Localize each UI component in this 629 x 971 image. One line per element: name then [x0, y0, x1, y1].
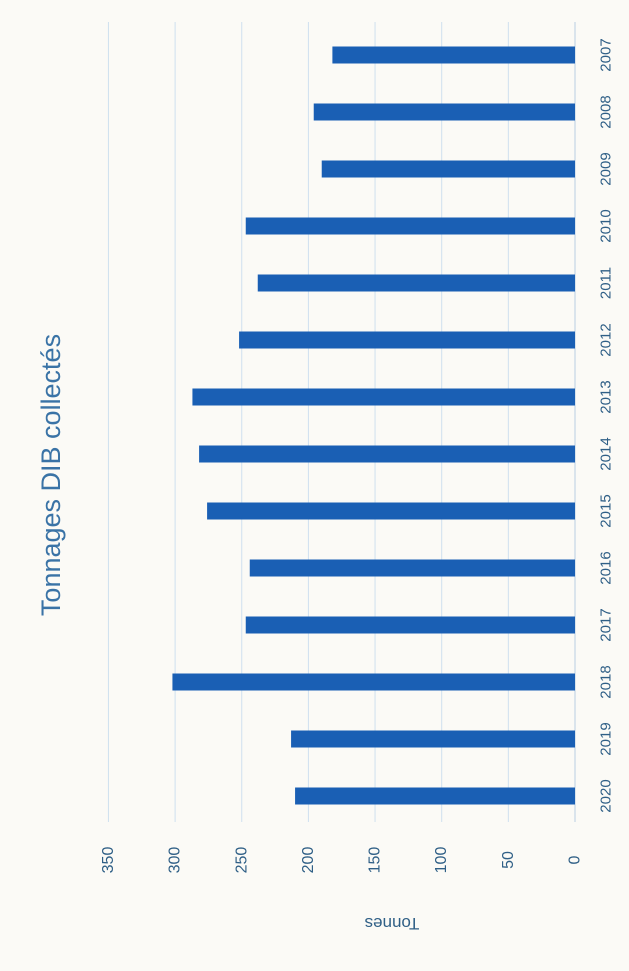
value-axis-ticks: 0 50 100 150 200 250 300 350 — [100, 847, 584, 874]
y-tick-label: 300 — [167, 847, 184, 874]
y-tick-label: 0 — [567, 855, 584, 864]
category-label-2016: 2016 — [598, 551, 615, 584]
category-label-2011: 2011 — [598, 267, 615, 299]
bar-2020 — [295, 787, 575, 805]
category-label-2012: 2012 — [598, 323, 615, 356]
bars — [172, 46, 576, 805]
chart-title: Tonnages DIB collectés — [36, 334, 66, 616]
category-label-2018: 2018 — [598, 665, 615, 698]
category-label-2019: 2019 — [598, 722, 615, 755]
category-label-2020: 2020 — [598, 779, 615, 812]
bar-2012 — [239, 331, 576, 349]
bar-2017 — [245, 616, 575, 634]
bar-2015 — [207, 502, 576, 520]
category-label-2014: 2014 — [598, 437, 615, 470]
gridlines — [107, 22, 576, 822]
bar-2013 — [192, 388, 575, 406]
category-label-2007: 2007 — [598, 38, 615, 71]
category-axis-labels: 2007 2008 2009 2010 2011 2012 2013 2014 2015 2016… — [598, 38, 615, 812]
y-tick-label: 100 — [433, 847, 450, 874]
category-label-2010: 2010 — [598, 209, 615, 242]
category-label-2015: 2015 — [598, 494, 615, 527]
bar-2018 — [172, 673, 575, 691]
bar-2014 — [199, 445, 575, 463]
y-tick-label: 50 — [500, 851, 517, 869]
bar-2008 — [313, 103, 575, 121]
category-label-2017: 2017 — [598, 608, 615, 641]
y-axis-label: Tonnes — [365, 914, 420, 933]
bar-2019 — [291, 730, 575, 748]
bar-2011 — [257, 274, 575, 292]
y-tick-label: 250 — [233, 847, 250, 874]
category-label-2008: 2008 — [598, 95, 615, 128]
y-tick-label: 150 — [367, 847, 384, 874]
bar-2007 — [332, 46, 575, 64]
bar-2009 — [321, 160, 575, 178]
bar-2016 — [249, 559, 576, 577]
category-label-2009: 2009 — [598, 152, 615, 185]
bar-2010 — [245, 217, 575, 235]
y-tick-label: 350 — [100, 847, 117, 874]
category-label-2013: 2013 — [598, 380, 615, 413]
y-tick-label: 200 — [300, 847, 317, 874]
